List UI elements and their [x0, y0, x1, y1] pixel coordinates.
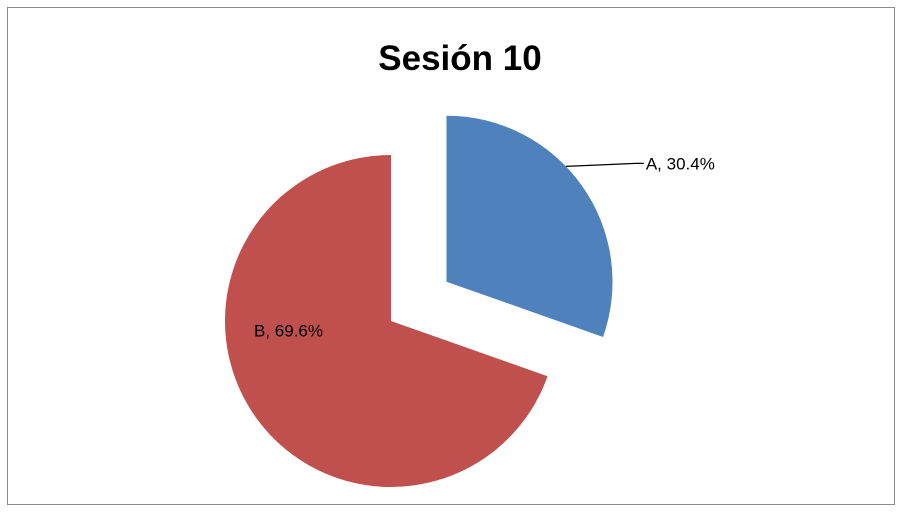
leader-line-a [565, 162, 644, 167]
leader-lines [565, 162, 644, 167]
slice-labels: A, 30.4% B, 69.6% [254, 154, 715, 340]
pie-slice-a [446, 115, 613, 337]
chart-title: Sesión 10 [378, 39, 541, 78]
pie-slices [224, 115, 613, 487]
slice-label-a: A, 30.4% [646, 154, 715, 173]
slice-label-b: B, 69.6% [254, 321, 323, 340]
pie-slice-b [224, 155, 548, 487]
